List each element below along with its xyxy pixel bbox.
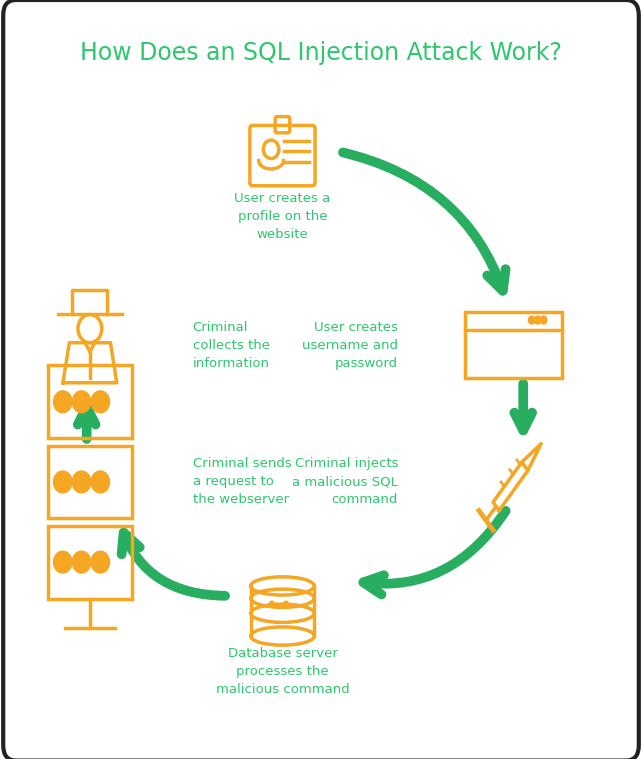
Bar <box>48 365 132 438</box>
Circle shape <box>73 391 91 413</box>
Text: Criminal sends
a request to
the webserver: Criminal sends a request to the webserve… <box>193 458 291 506</box>
Circle shape <box>270 601 274 607</box>
Text: User creates
username and
password: User creates username and password <box>302 321 398 370</box>
Circle shape <box>73 471 91 493</box>
Circle shape <box>91 391 110 413</box>
Circle shape <box>53 391 72 413</box>
Text: Database server
processes the
malicious command: Database server processes the malicious … <box>216 647 349 696</box>
Circle shape <box>91 471 110 493</box>
Text: Criminal injects
a malicious SQL
command: Criminal injects a malicious SQL command <box>292 458 398 506</box>
Text: User creates a
profile on the
website: User creates a profile on the website <box>234 192 331 241</box>
Circle shape <box>91 551 110 573</box>
Circle shape <box>73 551 91 573</box>
Text: Criminal
collects the
information: Criminal collects the information <box>193 321 270 370</box>
Circle shape <box>540 316 547 324</box>
Circle shape <box>53 551 72 573</box>
Text: How Does an SQL Injection Attack Work?: How Does an SQL Injection Attack Work? <box>80 41 562 65</box>
Bar <box>48 526 132 599</box>
Circle shape <box>528 316 535 324</box>
Circle shape <box>284 601 288 607</box>
Bar <box>465 313 562 378</box>
Bar <box>48 446 132 518</box>
Circle shape <box>534 316 541 324</box>
Circle shape <box>53 471 72 493</box>
FancyBboxPatch shape <box>3 0 639 759</box>
